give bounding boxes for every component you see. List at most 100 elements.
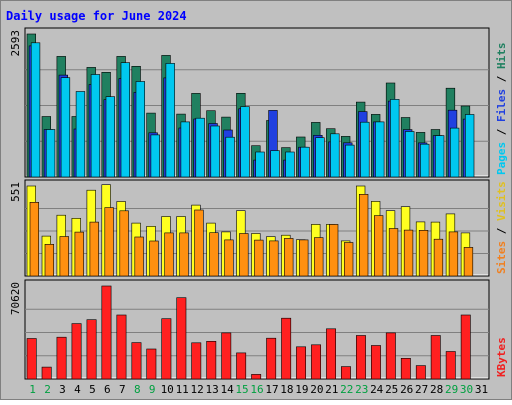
bar-sites-day-27 [418, 230, 429, 277]
x-tick-label: 15 [235, 383, 248, 396]
series-sites [29, 194, 474, 277]
bar-sites-day-12 [194, 209, 204, 277]
panel-hits: 2593 Pages / Files / Hits [9, 27, 508, 178]
bar-kbytes-day-3 [56, 336, 67, 380]
bar-pages-day-18 [285, 151, 295, 178]
x-tick-label: 18 [280, 383, 293, 396]
legend-entry: Files [495, 89, 508, 122]
y-max-label: 70620 [9, 282, 22, 315]
bar-pages-day-17 [270, 150, 280, 178]
legend-entry: / [495, 69, 508, 89]
bar-pages-day-2 [45, 129, 56, 178]
bar-pages-day-27 [420, 143, 430, 178]
x-tick-label: 13 [205, 383, 218, 396]
bar-pages-day-3 [60, 77, 71, 178]
legend-entry: Pages [495, 142, 508, 175]
bar-sites-day-20 [314, 237, 324, 277]
bar-sites-day-10 [164, 232, 174, 277]
x-tick-label: 14 [220, 383, 234, 396]
bar-sites-day-14 [224, 239, 234, 277]
x-tick-label: 22 [340, 383, 353, 396]
bar-pages-day-30 [464, 114, 475, 178]
x-tick-label: 10 [161, 383, 174, 396]
x-tick-label: 3 [59, 383, 66, 396]
bar-pages-day-5 [90, 74, 101, 178]
x-tick-label: 19 [295, 383, 308, 396]
bar-sites-day-25 [388, 228, 399, 277]
bar-pages-day-21 [330, 133, 340, 178]
bar-kbytes-day-17 [266, 337, 277, 380]
bar-pages-day-26 [405, 131, 415, 178]
bar-pages-day-8 [135, 81, 145, 178]
legend-entry: KBytes [495, 337, 508, 377]
bar-kbytes-day-6 [101, 285, 112, 380]
bar-kbytes-day-14 [221, 332, 232, 380]
bar-pages-day-13 [210, 125, 220, 178]
bar-kbytes-day-12 [191, 342, 202, 380]
bar-pages-day-15 [240, 106, 250, 178]
legend-entry: Sites [495, 241, 508, 274]
bar-pages-day-7 [120, 62, 130, 178]
bar-pages-day-6 [105, 96, 115, 178]
bar-kbytes-day-8 [131, 342, 142, 380]
x-tick-label: 23 [355, 383, 368, 396]
bar-sites-day-13 [209, 232, 219, 277]
bar-pages-day-22 [345, 144, 355, 178]
bar-pages-day-10 [165, 63, 175, 178]
bar-pages-day-16 [255, 151, 265, 178]
y-max-label: 2593 [9, 30, 22, 57]
bar-kbytes-day-1 [26, 338, 37, 380]
bar-kbytes-day-19 [296, 346, 306, 380]
y-max-label: 551 [9, 182, 22, 202]
bar-sites-day-21 [328, 224, 339, 277]
bar-kbytes-day-7 [116, 314, 127, 380]
bar-pages-day-14 [225, 136, 235, 178]
x-tick-label: 8 [134, 383, 141, 396]
bar-sites-day-30 [463, 247, 474, 277]
x-tick-label: 25 [385, 383, 398, 396]
bar-sites-day-15 [239, 233, 249, 277]
x-tick-label: 21 [325, 383, 338, 396]
bar-kbytes-day-11 [176, 297, 187, 380]
bar-kbytes-day-15 [236, 352, 247, 380]
bar-kbytes-day-9 [146, 348, 157, 380]
bar-kbytes-day-2 [41, 366, 52, 380]
bar-sites-day-9 [149, 240, 159, 277]
bar-sites-day-19 [299, 239, 309, 277]
series-pages [30, 42, 475, 178]
x-tick-label: 11 [176, 383, 189, 396]
bar-pages-day-19 [300, 146, 310, 178]
bar-sites-day-1 [29, 202, 39, 277]
x-tick-label: 20 [310, 383, 323, 396]
legend-entry: Hits [495, 43, 508, 70]
bar-kbytes-day-20 [311, 344, 321, 380]
legend-hits: Pages / Files / Hits [495, 43, 508, 176]
bar-kbytes-day-4 [71, 323, 82, 380]
series-kbytes [26, 285, 471, 380]
bar-sites-day-18 [284, 238, 294, 277]
bar-sites-day-26 [403, 229, 414, 277]
legend-visits: Sites / Visits [495, 181, 508, 274]
bar-kbytes-day-18 [281, 317, 292, 380]
x-tick-label: 2 [44, 383, 51, 396]
legend-entry: / [495, 221, 508, 241]
bar-sites-day-4 [74, 231, 84, 277]
bar-sites-day-24 [373, 215, 384, 277]
bar-sites-day-16 [254, 239, 264, 277]
bar-sites-day-6 [104, 207, 114, 277]
bar-pages-day-9 [150, 134, 160, 178]
bar-kbytes-day-28 [430, 335, 441, 380]
bar-sites-day-7 [119, 210, 129, 277]
x-tick-label: 7 [119, 383, 126, 396]
bar-kbytes-day-22 [340, 366, 351, 380]
bar-pages-day-4 [75, 91, 86, 178]
bar-pages-day-29 [449, 127, 460, 178]
bar-kbytes-day-16 [251, 374, 262, 380]
legend-kbytes: KBytes [495, 337, 508, 377]
x-tick-label: 6 [104, 383, 111, 396]
x-tick-label: 16 [250, 383, 263, 396]
x-tick-label: 26 [400, 383, 413, 396]
panel-visits: 551 Sites / Visits [9, 179, 508, 277]
bar-kbytes-day-5 [86, 319, 97, 380]
